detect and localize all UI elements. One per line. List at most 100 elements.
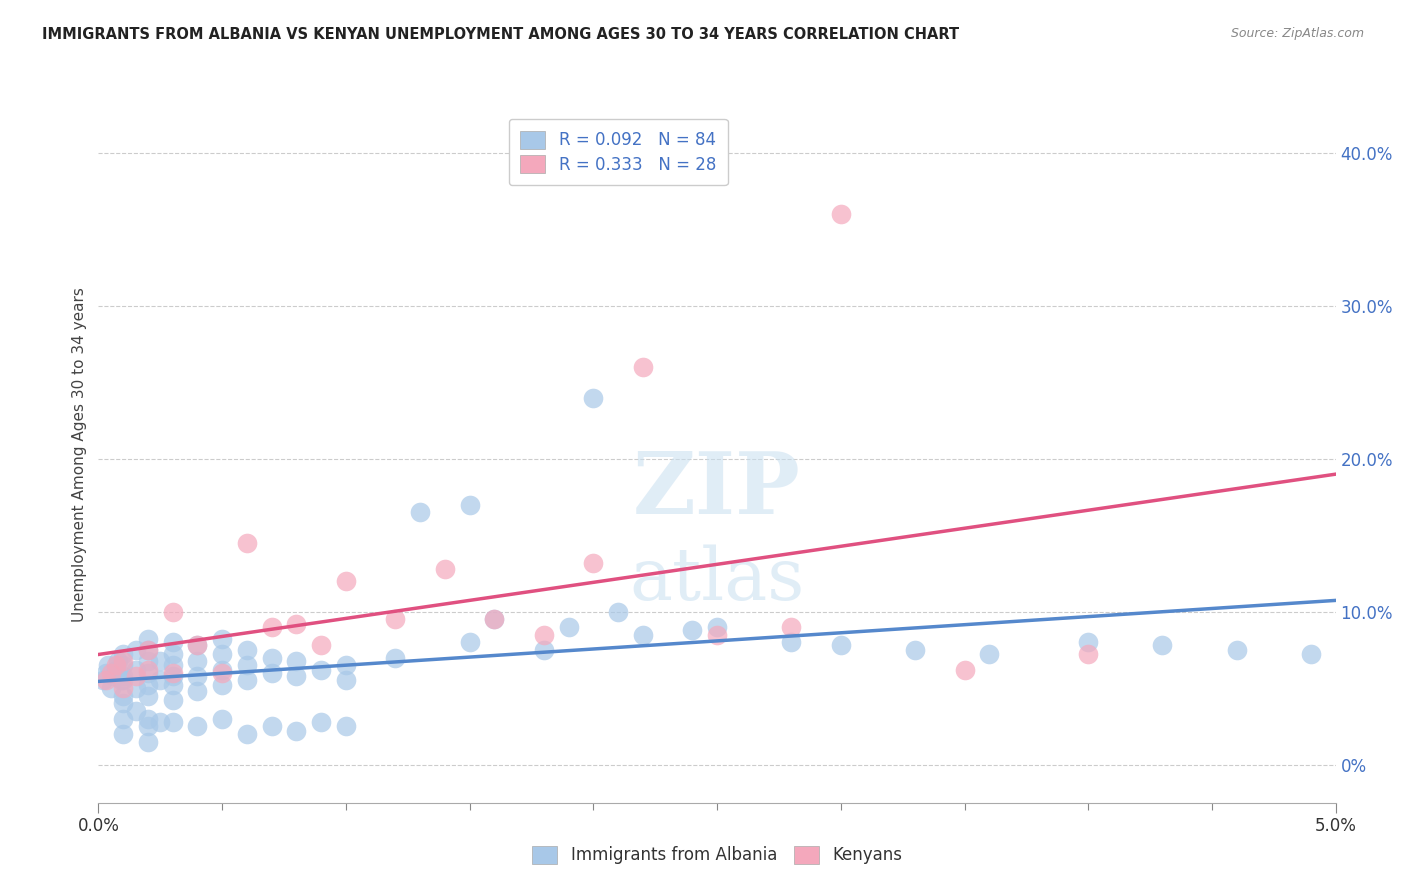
- Point: [112, 697, 135, 711]
- Point: [830, 638, 852, 652]
- Point: [149, 714, 172, 729]
- Point: [236, 727, 259, 741]
- Point: [149, 654, 172, 668]
- Point: [112, 727, 135, 741]
- Point: [136, 663, 159, 677]
- Legend: Immigrants from Albania, Kenyans: Immigrants from Albania, Kenyans: [526, 839, 908, 871]
- Text: atlas: atlas: [630, 545, 804, 615]
- Point: [124, 669, 146, 683]
- Point: [236, 658, 259, 673]
- Point: [236, 643, 259, 657]
- Point: [335, 719, 357, 733]
- Point: [484, 612, 506, 626]
- Point: [285, 669, 308, 683]
- Point: [124, 681, 146, 695]
- Point: [97, 658, 120, 673]
- Text: ZIP: ZIP: [633, 448, 801, 532]
- Point: [681, 623, 703, 637]
- Point: [136, 689, 159, 703]
- Point: [211, 712, 233, 726]
- Point: [285, 616, 308, 631]
- Point: [94, 665, 117, 680]
- Point: [162, 669, 184, 683]
- Point: [112, 681, 135, 695]
- Point: [285, 654, 308, 668]
- Point: [260, 620, 283, 634]
- Point: [260, 719, 283, 733]
- Point: [236, 536, 259, 550]
- Point: [1226, 643, 1249, 657]
- Point: [162, 693, 184, 707]
- Point: [309, 638, 332, 652]
- Point: [1077, 648, 1099, 662]
- Point: [1152, 638, 1174, 652]
- Point: [136, 734, 159, 748]
- Point: [582, 556, 605, 570]
- Point: [631, 359, 654, 374]
- Text: Source: ZipAtlas.com: Source: ZipAtlas.com: [1230, 27, 1364, 40]
- Point: [112, 712, 135, 726]
- Point: [112, 658, 135, 673]
- Point: [211, 665, 233, 680]
- Point: [582, 391, 605, 405]
- Point: [780, 635, 803, 649]
- Point: [953, 663, 976, 677]
- Point: [384, 650, 406, 665]
- Point: [162, 678, 184, 692]
- Point: [186, 638, 208, 652]
- Point: [236, 673, 259, 688]
- Point: [136, 654, 159, 668]
- Point: [1299, 648, 1322, 662]
- Point: [780, 620, 803, 634]
- Point: [211, 663, 233, 677]
- Point: [211, 648, 233, 662]
- Point: [706, 627, 728, 641]
- Text: IMMIGRANTS FROM ALBANIA VS KENYAN UNEMPLOYMENT AMONG AGES 30 TO 34 YEARS CORRELA: IMMIGRANTS FROM ALBANIA VS KENYAN UNEMPL…: [42, 27, 959, 42]
- Point: [309, 663, 332, 677]
- Point: [112, 654, 135, 668]
- Point: [706, 620, 728, 634]
- Point: [211, 678, 233, 692]
- Point: [136, 719, 159, 733]
- Point: [124, 663, 146, 677]
- Point: [112, 648, 135, 662]
- Point: [384, 612, 406, 626]
- Point: [103, 669, 125, 683]
- Point: [186, 654, 208, 668]
- Point: [100, 665, 122, 680]
- Point: [136, 632, 159, 647]
- Point: [335, 658, 357, 673]
- Point: [93, 673, 115, 688]
- Point: [484, 612, 506, 626]
- Point: [533, 643, 555, 657]
- Point: [136, 678, 159, 692]
- Point: [260, 650, 283, 665]
- Point: [104, 663, 127, 677]
- Point: [557, 620, 579, 634]
- Point: [309, 714, 332, 729]
- Point: [112, 689, 135, 703]
- Point: [285, 723, 308, 738]
- Point: [124, 704, 146, 718]
- Point: [124, 643, 146, 657]
- Point: [186, 669, 208, 683]
- Point: [162, 605, 184, 619]
- Point: [458, 635, 481, 649]
- Point: [211, 632, 233, 647]
- Point: [136, 643, 159, 657]
- Point: [458, 498, 481, 512]
- Point: [110, 673, 132, 688]
- Point: [335, 673, 357, 688]
- Point: [136, 665, 159, 680]
- Point: [104, 658, 127, 673]
- Point: [107, 654, 129, 668]
- Point: [409, 505, 432, 519]
- Point: [162, 714, 184, 729]
- Point: [186, 684, 208, 698]
- Point: [94, 673, 117, 688]
- Y-axis label: Unemployment Among Ages 30 to 34 years: Unemployment Among Ages 30 to 34 years: [72, 287, 87, 623]
- Point: [1077, 635, 1099, 649]
- Point: [136, 643, 159, 657]
- Point: [162, 635, 184, 649]
- Point: [607, 605, 630, 619]
